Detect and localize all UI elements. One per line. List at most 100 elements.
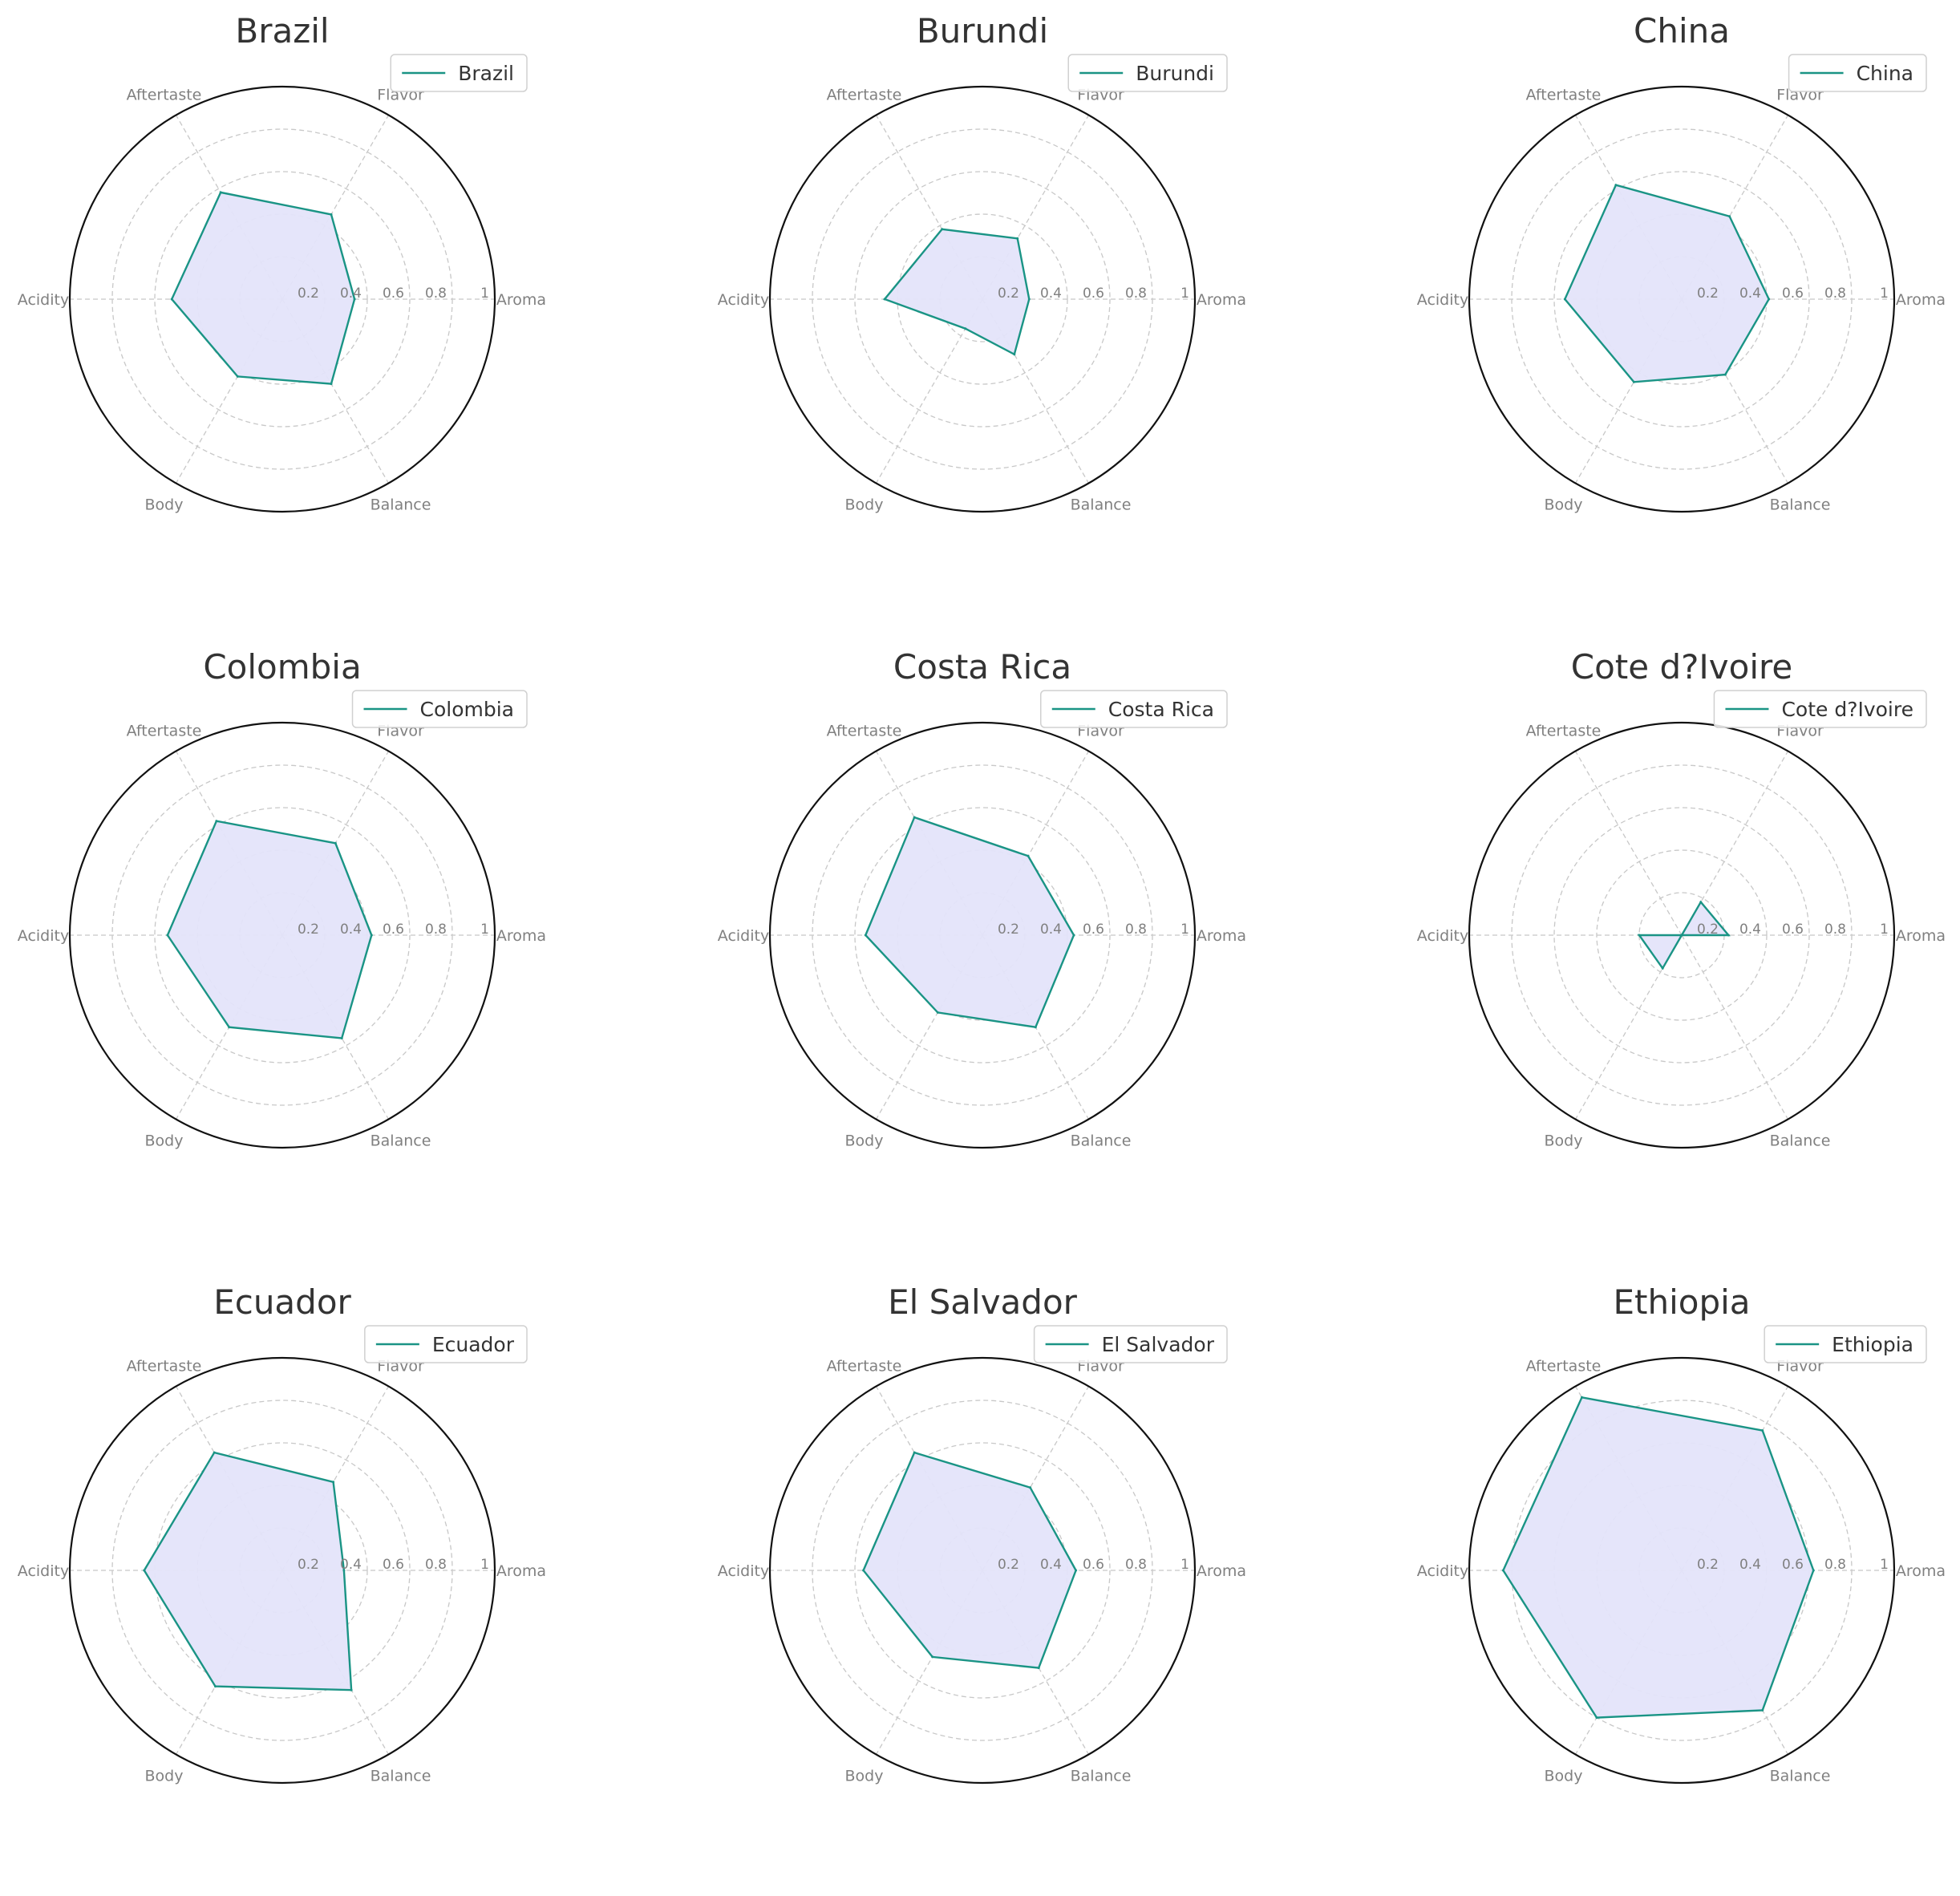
chart-title: Ecuador [213,1282,351,1322]
data-point-flavor [1016,237,1019,240]
tick-label: 0.4 [1739,286,1761,302]
axis-label-aftertaste: Aftertaste [1526,1358,1602,1375]
grid-spoke [1681,934,1789,1120]
series-area [167,820,372,1039]
axis-label-body: Body [1545,1132,1583,1150]
polar-frame [768,721,1197,1149]
data-point-acidity [862,1569,865,1572]
legend: Brazil [390,54,528,92]
tick-label: 0.8 [1125,1557,1147,1573]
data-point-balance [1723,373,1727,376]
data-point-acidity [1501,1569,1504,1572]
data-point-aroma [342,1569,346,1572]
grid-ring [854,171,1111,427]
legend: Ethiopia [1764,1325,1927,1363]
tick-label: 0.2 [1697,922,1719,938]
data-point-balance [1034,1026,1037,1029]
legend-box [1033,1325,1228,1363]
axis-label-body: Body [845,1132,884,1150]
axis-label-acidity: Acidity [718,1562,769,1580]
polar-frame [68,721,496,1149]
data-point-balance [1037,1667,1040,1670]
data-point-body [936,1011,939,1014]
axis-label-balance: Balance [371,1132,431,1150]
data-point-body [964,327,967,330]
grid-ring [1553,171,1810,427]
legend-label: El Salvador [1102,1333,1215,1356]
data-point-acidity [864,934,867,937]
data-point-flavor [332,1481,335,1484]
legend-label: Cote d?Ivoire [1781,698,1913,721]
legend-label: China [1857,62,1913,85]
series-area [1565,184,1769,383]
tick-label: 0.6 [1782,922,1804,938]
data-point-aroma [1812,1569,1815,1572]
tick-label: 0.8 [1125,922,1147,938]
radar-chart-brazil: 0.2 0.4 0.6 0.8 1 AromaFlavorAftertasteAcidit… [18,11,546,514]
tick-label: 1 [1880,286,1889,302]
legend-box [390,54,528,92]
legend: Costa Rica [1040,690,1228,728]
axis-label-balance: Balance [1770,1132,1831,1150]
axis-label-body: Body [145,496,184,514]
legend-box [1067,54,1228,92]
legend-box [1788,54,1927,92]
legend-label: Costa Rica [1108,698,1214,721]
axis-label-acidity: Acidity [1417,1562,1468,1580]
data-point-balance [1680,934,1683,937]
polar-frame [768,85,1197,513]
axis-label-aftertaste: Aftertaste [827,87,902,104]
polar-frame [1468,721,1896,1149]
tick-label: 0.6 [1782,286,1804,302]
axis-label-aftertaste: Aftertaste [127,1358,202,1375]
tick-label: 1 [1880,922,1889,938]
chart-title: Costa Rica [893,647,1071,687]
data-point-aroma [1075,1569,1078,1572]
axis-label-balance: Balance [1071,1768,1132,1785]
tick-label: 0.8 [1824,922,1846,938]
axis-label-acidity: Acidity [18,927,69,945]
radar-chart-costa-rica: 0.2 0.4 0.6 0.8 1 AromaFlavorAftertasteAcidit… [718,647,1246,1150]
chart-title: Cote d?Ivoire [1571,647,1792,687]
grid-ring [154,807,411,1063]
axis-label-aroma: Aroma [496,927,546,945]
data-point-aftertaste [913,816,916,819]
data-point-flavor [1761,1429,1764,1432]
polar-frame [1468,1356,1896,1785]
axis-label-aftertaste: Aftertaste [127,723,202,740]
data-point-balance [340,1037,343,1039]
data-point-body [214,1685,217,1688]
series-area [1503,1397,1814,1718]
data-point-body [1661,966,1664,970]
grid-ring [154,171,411,427]
tick-label: 0.2 [1697,1557,1719,1573]
tick-label: 0.2 [998,922,1019,938]
tick-label: 1 [1180,286,1189,302]
tick-label: 0.8 [425,1557,447,1573]
tick-label: 0.6 [1083,922,1104,938]
tick-label: 1 [480,286,489,302]
axis-label-balance: Balance [1770,496,1831,514]
axis-label-body: Body [1545,496,1583,514]
radar-chart-colombia: 0.2 0.4 0.6 0.8 1 AromaFlavorAftertasteAcidit… [18,647,546,1150]
data-point-balance [1761,1708,1764,1712]
axis-label-aftertaste: Aftertaste [827,723,902,740]
axis-label-body: Body [145,1132,184,1150]
data-point-flavor [1728,215,1731,218]
polar-frame [68,1356,496,1785]
tick-label: 0.4 [340,1557,362,1573]
tick-label: 0.6 [383,286,404,302]
data-point-aroma [353,298,356,301]
axis-label-body: Body [1545,1768,1583,1785]
grid-ring [854,807,1111,1063]
axis-label-aroma: Aroma [1197,291,1246,309]
data-point-acidity [166,934,169,937]
axis-label-aroma: Aroma [1896,927,1946,945]
grid-ring [854,1442,1111,1699]
radar-chart-el-salvador: 0.2 0.4 0.6 0.8 1 AromaFlavorAftertasteAcidit… [718,1282,1246,1785]
data-point-body [931,1655,934,1659]
axis-label-balance: Balance [1071,496,1132,514]
data-point-aroma [1027,298,1031,301]
radar-chart-ethiopia: 0.2 0.4 0.6 0.8 1 AromaFlavorAftertasteAcidit… [1417,1282,1946,1785]
data-point-aftertaste [913,1451,916,1454]
